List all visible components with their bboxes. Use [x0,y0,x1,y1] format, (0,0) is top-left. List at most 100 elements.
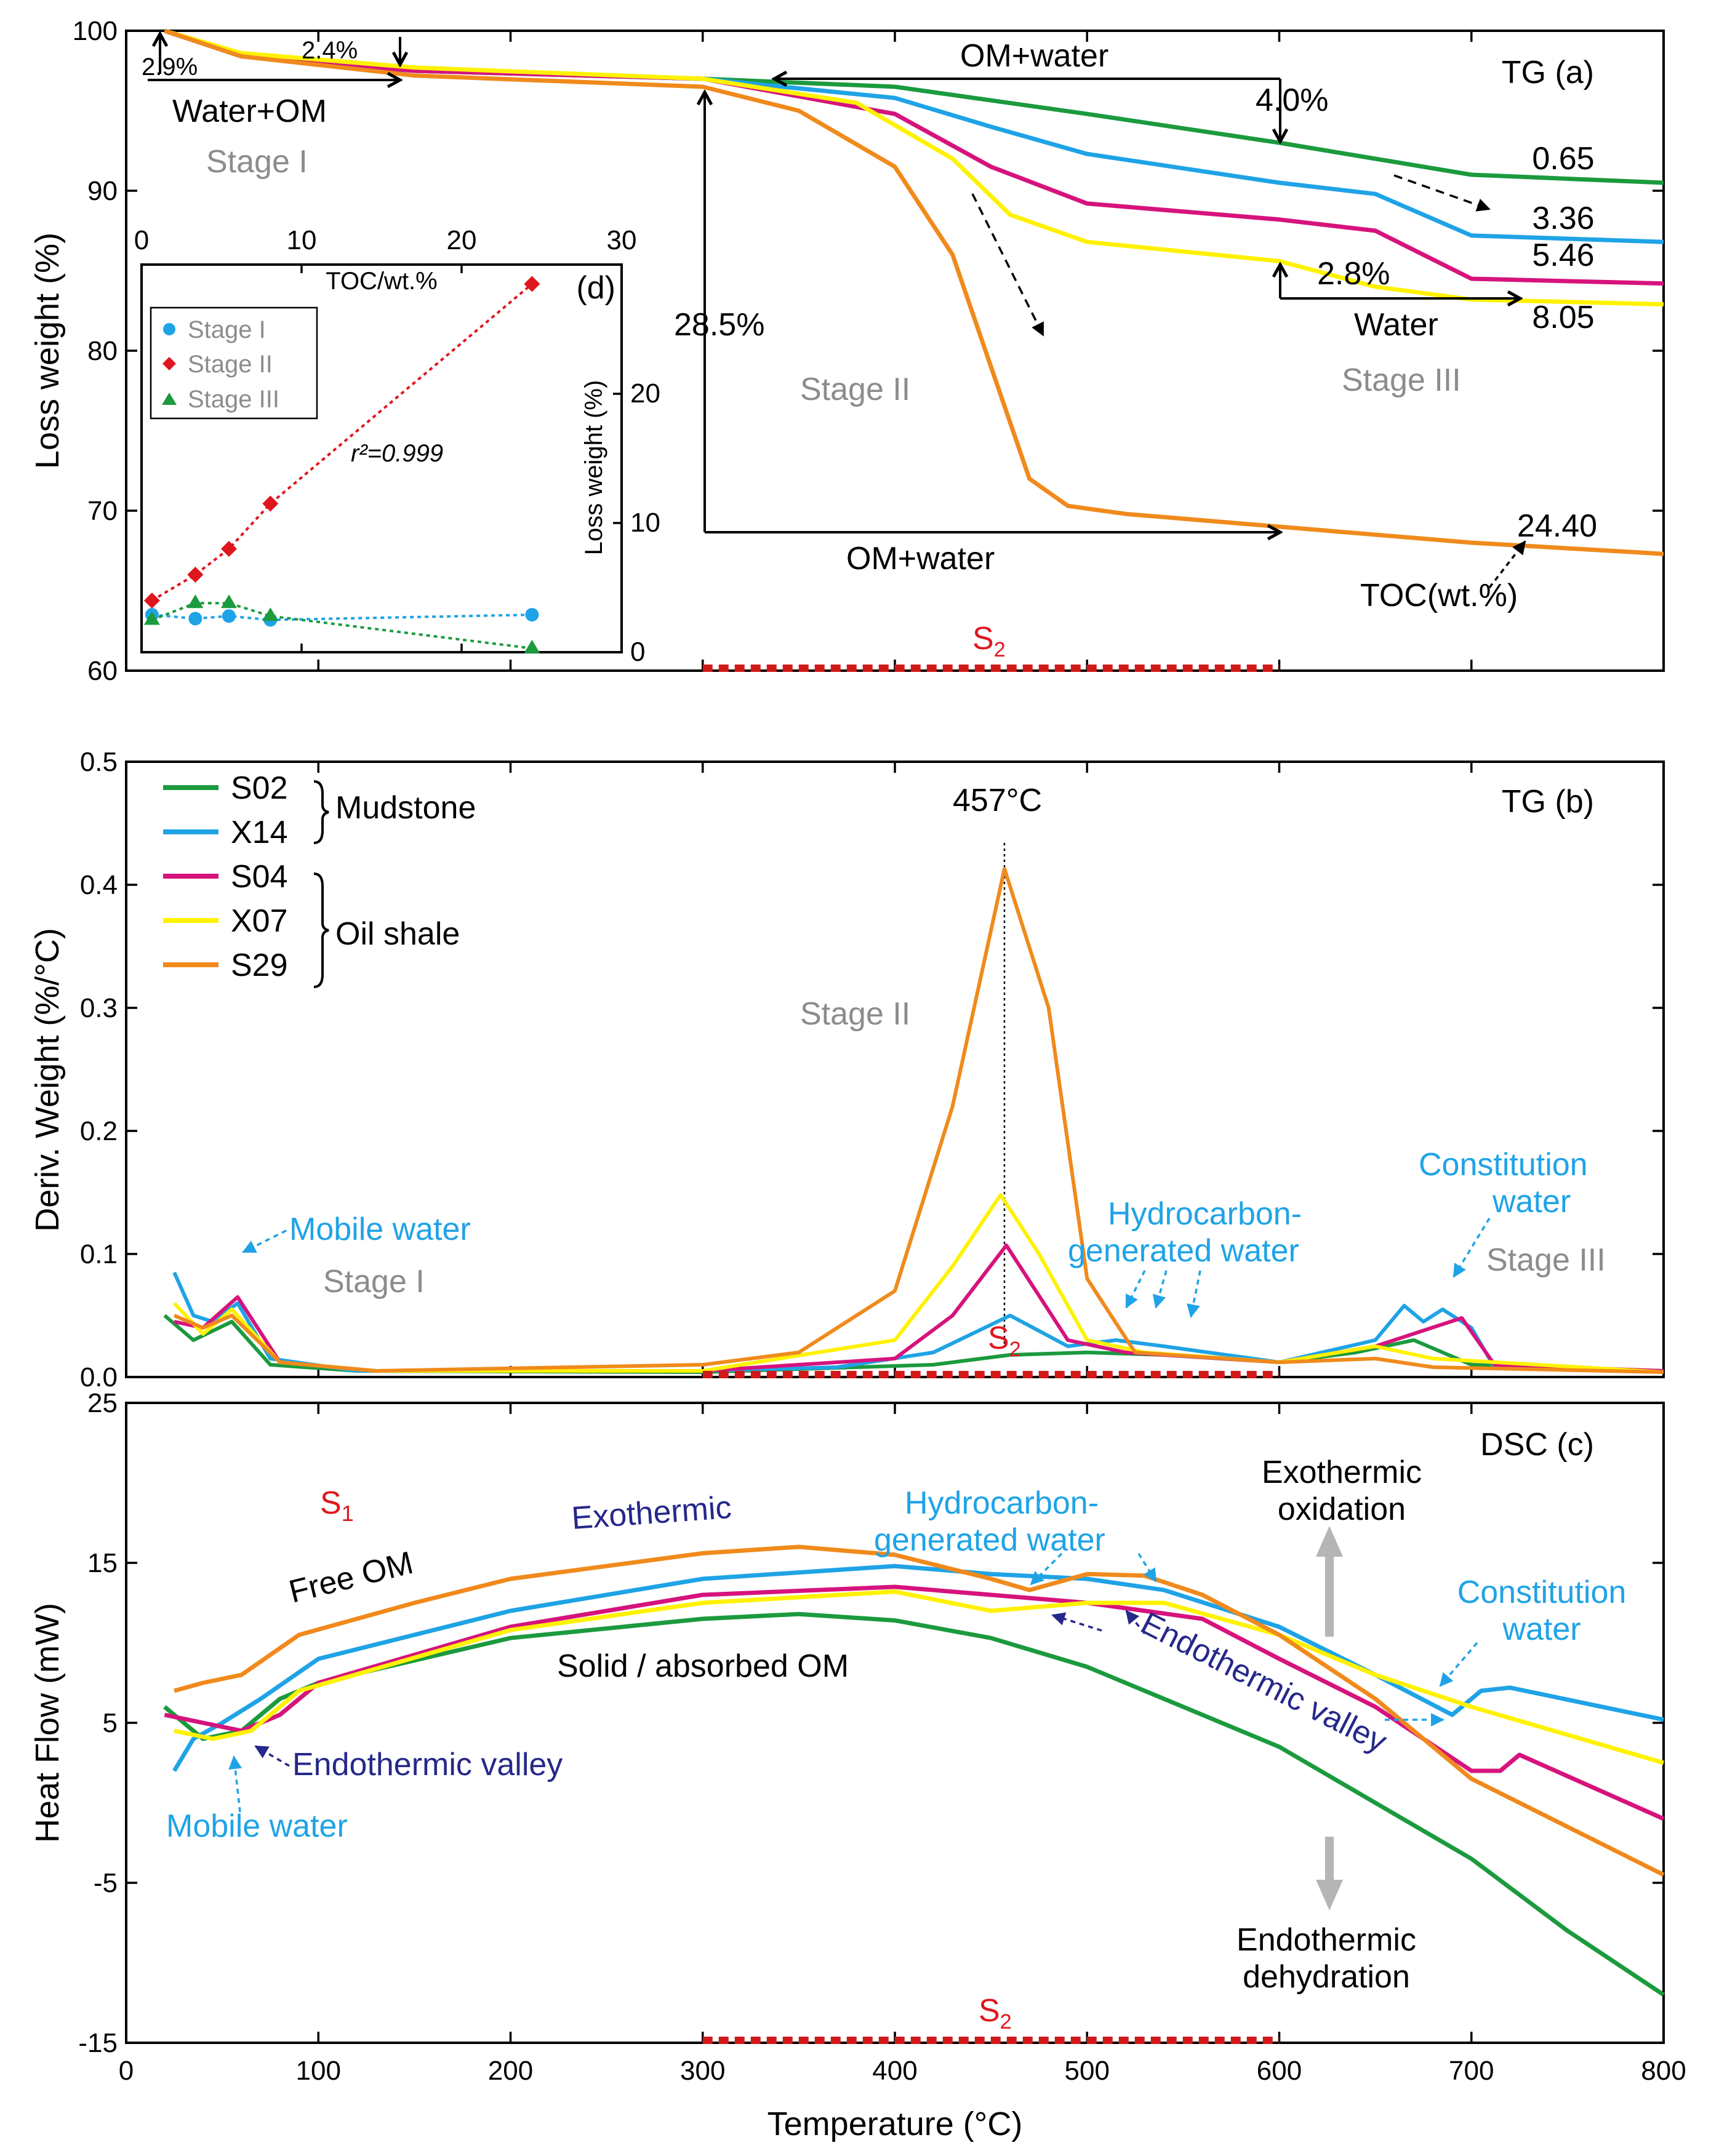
annot-stage-3-a: Stage III [1342,362,1461,398]
panel-b-legend: S02 X14 S04 X07 S29 [163,770,288,983]
y-tick-label: 60 [87,656,118,686]
annot-s2-c: S2 [979,1993,1012,2034]
legend-label-stage-1: Stage I [188,316,266,343]
panel-b-title: TG (b) [1502,784,1594,820]
dtg-curve-s04 [174,1244,1664,1373]
panel-b-series [163,867,1664,1374]
inset-trend-stage-ii [151,282,533,602]
dsc-curve-x07 [174,1589,1664,1765]
annot-s2-a: S2 [972,621,1006,661]
annot-457c: 457°C [953,783,1042,818]
panel-c: -15 -5 5 15 25 0 100 200 300 400 500 600 700 800 Hea… [29,1388,1686,2142]
x-tick-label: 300 [680,2056,725,2086]
endothermic-down-arrow-icon [1316,1880,1343,1910]
inset-point-stage-ii [262,495,279,512]
legend-marker-stage-3 [162,393,177,405]
inset-d: 0 10 20 30 0 10 20 TOC/wt.% (d) Loss weight (… [134,225,660,667]
y-tick-label: 100 [73,16,118,46]
y-tick-label: 5 [103,1708,118,1738]
inset-point-stage-ii [143,593,160,609]
inset-d-ylabel: Loss weight (%) [580,380,607,556]
inset-y-tick-label: 0 [630,637,645,667]
x-tick-label: 500 [1065,2056,1110,2086]
annot-solid-om: Solid / absorbed OM [557,1648,849,1684]
inset-x-tick-label: 20 [447,225,477,255]
brace-mudstone [313,780,329,844]
panel-c-xlabel: Temperature (°C) [767,2106,1023,2142]
inset-x-tick-label: 10 [287,225,317,255]
tg-curve-s29 [164,28,1664,556]
x-tick-label: 200 [488,2056,533,2086]
x-tick-label: 700 [1449,2056,1494,2086]
end-label-x14: 3.36 [1532,201,1594,236]
y-tick-label: -15 [78,2028,118,2058]
annot-om-water-top: OM+water [960,38,1108,74]
legend-label-x14: X14 [231,815,288,850]
annot-free-om: Free OM [286,1545,417,1610]
annot-water: Water [1354,307,1438,343]
annot-constitution-c-1: Constitution [1457,1575,1627,1610]
x-tick-label: 0 [119,2056,134,2086]
inset-y-tick-label: 20 [630,378,660,409]
annot-hydro-c-1: Hydrocarbon- [905,1485,1099,1521]
panel-a-arrows [148,34,1526,589]
panel-b-y-ticks: 0.0 0.1 0.2 0.3 0.4 0.5 [80,747,1664,1392]
y-tick-label: 90 [87,176,118,206]
legend-group-oil-shale: Oil shale [335,916,460,952]
legend-group-mudstone: Mudstone [335,790,476,826]
x-tick-label: 600 [1257,2056,1302,2086]
annot-stage-1: Stage I [206,144,308,180]
inset-point-stage-iii [524,639,540,653]
y-tick-label: 0.2 [80,1116,118,1146]
panel-c-y-ticks: -15 -5 5 15 25 [78,1388,1664,2058]
annot-constitution-c-2: water [1502,1611,1581,1647]
y-tick-label: 25 [87,1388,118,1418]
inset-d-y-ticks: 0 10 20 [613,378,660,667]
panel-c-title: DSC (c) [1480,1427,1594,1463]
annot-2-8pct: 2.8% [1317,256,1390,292]
panel-c-x-ticks: 0 100 200 300 400 500 600 700 800 [119,1403,1686,2086]
inset-d-series [143,276,540,653]
legend-label-x07: X07 [231,903,288,939]
dsc-curve-s04 [164,1584,1665,1821]
annot-4-0pct: 4.0% [1256,82,1329,118]
inset-point-stage-iii [220,594,237,609]
y-tick-label: 0.5 [80,747,118,777]
inset-point-stage-iii [187,594,204,609]
inset-trend-stage-iii [151,602,532,650]
legend-label-stage-3: Stage III [188,386,279,413]
annot-hydro-c-2: generated water [874,1522,1105,1558]
dtg-curve-x07 [172,1193,1664,1374]
annot-endo-valley-left: Endothermic valley [292,1747,563,1783]
y-tick-label: 15 [87,1548,118,1578]
annot-exothermic: Exothermic [571,1490,732,1536]
inset-d-frame [140,263,623,653]
annot-2-4pct: 2.4% [302,37,358,64]
tg-curve-s04 [164,28,1664,286]
y-tick-label: 0.0 [80,1362,118,1392]
annot-stage-2-a: Stage II [800,372,910,407]
end-label-s29: 24.40 [1517,508,1597,544]
annot-toc: TOC(wt.%) [1360,578,1518,613]
annot-hydro-b-2: generated water [1068,1233,1299,1269]
annot-stage-3-b: Stage III [1486,1242,1606,1278]
inset-d-x-ticks: 0 10 20 30 [134,225,637,652]
panel-b: 0.00.10.20.30.40.5 Deriv. Weight (%/°C) … [29,747,1665,1392]
tg-curve-x07 [164,28,1664,307]
panel-a-title: TG (a) [1502,55,1594,90]
annot-om-water-bottom: OM+water [846,541,995,577]
inset-point-stage-ii [187,567,204,583]
dsc-curve-s29 [174,1544,1665,1877]
inset-trend-stage-i [151,613,532,621]
inset-point-stage-ii [220,541,237,557]
legend-label-s04: S04 [231,859,288,895]
y-tick-label: -5 [94,1868,118,1898]
panel-b-arrows [242,1218,1491,1318]
panel-c-arrows [228,1552,1478,1813]
y-tick-label: 0.4 [80,870,118,900]
annot-exo-ox-2: oxidation [1278,1491,1406,1527]
inset-x-tick-label: 30 [607,225,637,255]
x-tick-label: 800 [1641,2056,1686,2086]
